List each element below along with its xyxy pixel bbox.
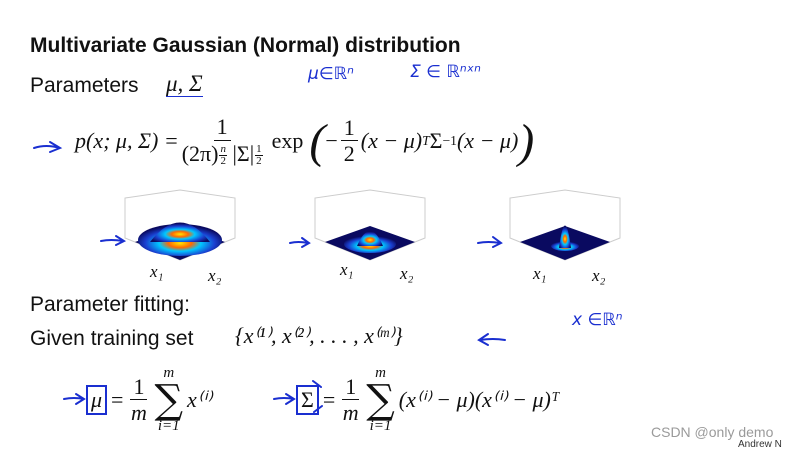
fraction: 1 (2π) n 2 |Σ| 1 2 xyxy=(182,115,263,166)
formula-text: Σ xyxy=(429,128,443,153)
handwritten-note: Σ ∈ ℝⁿˣⁿ xyxy=(410,62,481,82)
section-heading: Parameter fitting: xyxy=(30,293,190,316)
axis-label: x₂ xyxy=(208,266,222,285)
summation: m ∑ i=1 xyxy=(154,366,183,434)
formula-text: n xyxy=(219,142,227,156)
formula-text: 1 xyxy=(255,142,263,156)
formula-text: T xyxy=(422,133,430,148)
slide-title: Multivariate Gaussian (Normal) distribut… xyxy=(30,34,461,57)
formula-text: exp xyxy=(271,128,304,153)
formula-text: (x − μ) xyxy=(360,128,423,153)
watermark: CSDN @only demo xyxy=(651,424,774,440)
formula-text: (2π) xyxy=(181,140,219,166)
formula-text: m xyxy=(342,399,359,425)
handwritten-note: μ∈ℝⁿ xyxy=(308,64,354,84)
training-set: {x⁽¹⁾, x⁽²⁾, . . . , x⁽ᵐ⁾} xyxy=(235,323,403,348)
formula-text: m xyxy=(375,365,386,381)
formula-text: Σ xyxy=(296,385,319,415)
formula-text: m xyxy=(131,399,147,425)
handwritten-note: x ∈ℝⁿ xyxy=(572,310,623,330)
formula-text: |Σ| xyxy=(232,140,255,166)
formula-text: 1 xyxy=(130,374,148,400)
formula-text: 2 xyxy=(220,154,226,167)
formula-text: μ xyxy=(86,385,108,415)
formula-text: (x⁽ⁱ⁾ − μ)(x⁽ⁱ⁾ − μ)ᵀ xyxy=(398,387,560,412)
hand-arrows xyxy=(33,141,506,413)
formula-text: 1 xyxy=(342,374,360,400)
formula-text: 1 xyxy=(213,115,231,141)
parameters-symbols: μ, Σ xyxy=(166,71,203,98)
formula-text: ) xyxy=(518,114,535,168)
formula-text: ∑ xyxy=(154,377,184,423)
formula-text: 2 xyxy=(256,154,262,167)
formula-text: i=1 xyxy=(369,418,392,434)
formula-text: = xyxy=(111,387,124,412)
axis-label: x₁ xyxy=(340,260,354,279)
text-line: Given training set xyxy=(30,327,194,350)
formula-text: ( xyxy=(309,114,326,168)
formula-text: (x − μ) xyxy=(456,128,519,153)
summation: m ∑ i=1 xyxy=(366,366,395,434)
author-credit: Andrew N xyxy=(738,439,782,450)
axis-label: x₁ xyxy=(533,264,547,283)
formula-text: ∑ xyxy=(366,377,395,423)
formula-text: 1 xyxy=(340,115,358,141)
formula-text: i=1 xyxy=(157,418,180,434)
formula-text: = xyxy=(322,387,336,412)
surface-plots xyxy=(124,189,621,261)
formula-text: −1 xyxy=(442,133,457,148)
formula-text: 2 xyxy=(343,140,355,166)
parameters-label: Parameters xyxy=(30,74,139,97)
axis-label: x₂ xyxy=(592,266,606,285)
formula-text: m xyxy=(163,365,175,381)
formula-text: p(x; μ, Σ) = xyxy=(75,128,179,153)
axis-label: x₁ xyxy=(150,262,164,281)
formula-text: − xyxy=(325,128,338,153)
formula-text: x⁽ⁱ⁾ xyxy=(187,387,212,412)
axis-label: x₂ xyxy=(400,264,414,283)
